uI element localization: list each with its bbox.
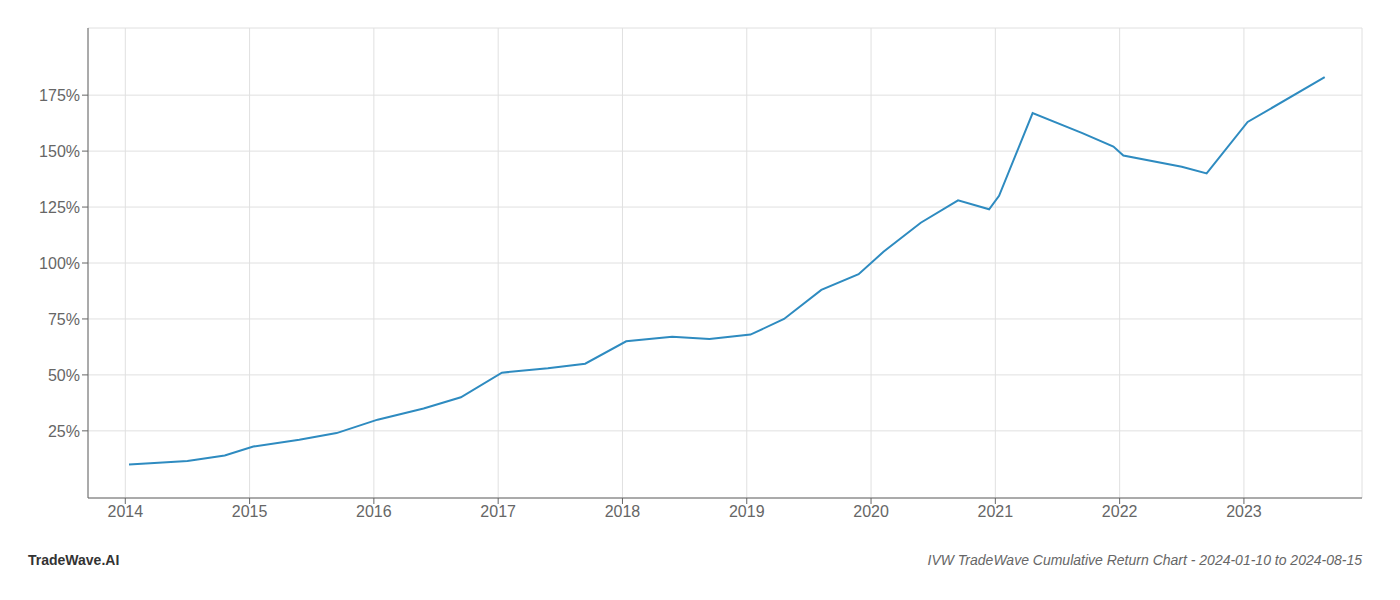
svg-text:150%: 150% xyxy=(39,143,80,160)
svg-text:2023: 2023 xyxy=(1226,503,1262,520)
svg-text:2022: 2022 xyxy=(1102,503,1138,520)
svg-text:2018: 2018 xyxy=(605,503,641,520)
svg-text:2019: 2019 xyxy=(729,503,765,520)
svg-text:2015: 2015 xyxy=(232,503,268,520)
svg-text:50%: 50% xyxy=(48,367,80,384)
svg-text:25%: 25% xyxy=(48,423,80,440)
svg-text:2017: 2017 xyxy=(480,503,516,520)
svg-text:2014: 2014 xyxy=(107,503,143,520)
svg-text:100%: 100% xyxy=(39,255,80,272)
html-text:IVW TradeWave Cumulative Retur: IVW TradeWave Cumulative Return Chart - … xyxy=(927,552,1362,568)
svg-text:175%: 175% xyxy=(39,87,80,104)
svg-text:2021: 2021 xyxy=(978,503,1014,520)
svg-text:75%: 75% xyxy=(48,311,80,328)
html-text:TradeWave.AI: TradeWave.AI xyxy=(28,552,120,568)
svg-text:2020: 2020 xyxy=(853,503,889,520)
svg-text:125%: 125% xyxy=(39,199,80,216)
svg-text:2016: 2016 xyxy=(356,503,392,520)
